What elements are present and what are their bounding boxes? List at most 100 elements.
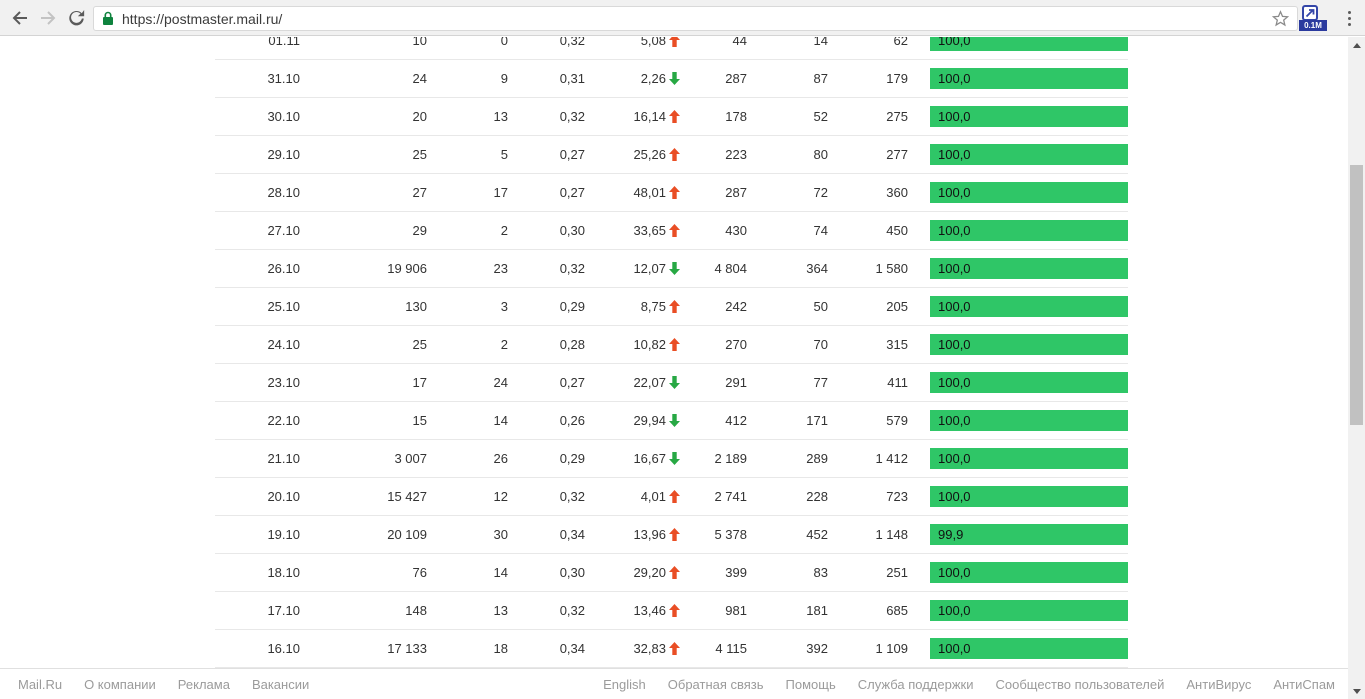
rate-value: 13,46 — [633, 603, 666, 618]
trend-up-icon — [669, 110, 680, 123]
date-cell: 21.10 — [267, 451, 300, 466]
value-cell: 17 — [412, 375, 427, 390]
value-cell: 0,32 — [559, 37, 585, 48]
rate-cell: 25,26 — [585, 147, 680, 162]
value-cell: 1 412 — [875, 451, 908, 466]
vertical-scrollbar[interactable] — [1348, 37, 1365, 699]
rate-value: 12,07 — [633, 261, 666, 276]
menu-dot — [1347, 16, 1351, 20]
footer-link[interactable]: Mail.Ru — [18, 676, 63, 692]
delivery-bar-track: 100,0 — [930, 182, 1128, 203]
back-button[interactable] — [6, 4, 34, 32]
value-cell: 27 — [412, 185, 427, 200]
rate-cell: 48,01 — [585, 185, 680, 200]
reload-button[interactable] — [62, 4, 90, 32]
value-cell: 287 — [725, 185, 747, 200]
delivery-bar-track: 100,0 — [930, 258, 1128, 279]
rate-value: 10,82 — [633, 337, 666, 352]
value-cell: 450 — [886, 223, 908, 238]
delivery-bar: 100,0 — [930, 638, 1128, 659]
date-cell: 25.10 — [267, 299, 300, 314]
footer-link[interactable]: Обратная связь — [667, 676, 764, 692]
footer-link[interactable]: English — [603, 676, 646, 692]
value-cell: 18 — [493, 641, 508, 656]
value-cell: 87 — [813, 71, 828, 86]
table-row: 19.10 20 109 30 0,34 13,96 5 378 452 1 1… — [215, 516, 1128, 554]
delivery-bar-track: 100,0 — [930, 600, 1128, 621]
trend-up-icon — [669, 604, 680, 617]
value-cell: 20 — [412, 109, 427, 124]
value-cell: 0,30 — [559, 223, 585, 238]
date-cell: 31.10 — [267, 71, 300, 86]
trend-down-icon — [669, 262, 680, 275]
rate-cell: 16,14 — [585, 109, 680, 124]
delivery-bar-track: 100,0 — [930, 372, 1128, 393]
trend-down-icon — [669, 414, 680, 427]
bookmark-star-icon[interactable] — [1272, 10, 1289, 27]
rate-value: 29,94 — [633, 413, 666, 428]
trend-down-icon — [669, 376, 680, 389]
value-cell: 0,34 — [559, 527, 585, 542]
table-row: 25.10 130 3 0,29 8,75 242 50 205 100,0 — [215, 288, 1128, 326]
footer-link[interactable]: Реклама — [177, 676, 230, 692]
url-text[interactable]: https://postmaster.mail.ru/ — [122, 10, 283, 27]
table-row: 23.10 17 24 0,27 22,07 291 77 411 100,0 — [215, 364, 1128, 402]
date-cell: 30.10 — [267, 109, 300, 124]
value-cell: 77 — [813, 375, 828, 390]
scrollbar-up-arrow[interactable] — [1348, 37, 1365, 53]
footer-link[interactable]: АнтиСпам — [1273, 676, 1335, 692]
extension-button[interactable]: 0.1M — [1299, 4, 1327, 34]
value-cell: 20 109 — [387, 527, 427, 542]
browser-menu-button[interactable] — [1337, 6, 1361, 30]
menu-dot — [1347, 22, 1351, 26]
value-cell: 0,27 — [559, 147, 585, 162]
rate-value: 13,96 — [633, 527, 666, 542]
footer-link[interactable]: О компании — [84, 676, 156, 692]
value-cell: 4 804 — [714, 261, 747, 276]
value-cell: 412 — [725, 413, 747, 428]
rate-cell: 13,96 — [585, 527, 680, 542]
rate-cell: 12,07 — [585, 261, 680, 276]
rate-cell: 4,01 — [585, 489, 680, 504]
value-cell: 0,27 — [559, 185, 585, 200]
table-row: 26.10 19 906 23 0,32 12,07 4 804 364 1 5… — [215, 250, 1128, 288]
rate-cell: 13,46 — [585, 603, 680, 618]
footer-link[interactable]: АнтиВирус — [1186, 676, 1252, 692]
value-cell: 0,31 — [559, 71, 585, 86]
value-cell: 10 — [412, 37, 427, 48]
scrollbar-thumb[interactable] — [1350, 165, 1363, 425]
footer-link[interactable]: Вакансии — [251, 676, 310, 692]
value-cell: 50 — [813, 299, 828, 314]
delivery-bar: 100,0 — [930, 220, 1128, 241]
forward-button[interactable] — [34, 4, 62, 32]
rate-value: 25,26 — [633, 147, 666, 162]
value-cell: 148 — [405, 603, 427, 618]
secure-lock-icon[interactable] — [102, 11, 114, 26]
date-cell: 17.10 — [267, 603, 300, 618]
date-cell: 23.10 — [267, 375, 300, 390]
table-row: 31.10 24 9 0,31 2,26 287 87 179 100,0 — [215, 60, 1128, 98]
value-cell: 0 — [500, 37, 508, 48]
table-row: 16.10 17 133 18 0,34 32,83 4 115 392 1 1… — [215, 630, 1128, 668]
value-cell: 0,29 — [559, 451, 585, 466]
footer-link[interactable]: Сообщество пользователей — [995, 676, 1165, 692]
delivery-bar: 100,0 — [930, 144, 1128, 165]
trend-up-icon — [669, 224, 680, 237]
footer-link[interactable]: Служба поддержки — [857, 676, 974, 692]
value-cell: 12 — [493, 489, 508, 504]
delivery-bar-track: 100,0 — [930, 37, 1128, 51]
value-cell: 29 — [412, 223, 427, 238]
value-cell: 277 — [886, 147, 908, 162]
value-cell: 392 — [806, 641, 828, 656]
rate-value: 16,14 — [633, 109, 666, 124]
delivery-bar-track: 100,0 — [930, 106, 1128, 127]
address-bar[interactable]: https://postmaster.mail.ru/ — [93, 6, 1298, 31]
value-cell: 83 — [813, 565, 828, 580]
value-cell: 62 — [893, 37, 908, 48]
delivery-bar: 100,0 — [930, 600, 1128, 621]
value-cell: 0,32 — [559, 489, 585, 504]
value-cell: 14 — [493, 565, 508, 580]
scrollbar-down-arrow[interactable] — [1348, 683, 1365, 699]
footer-link[interactable]: Помощь — [785, 676, 836, 692]
value-cell: 3 — [500, 299, 508, 314]
